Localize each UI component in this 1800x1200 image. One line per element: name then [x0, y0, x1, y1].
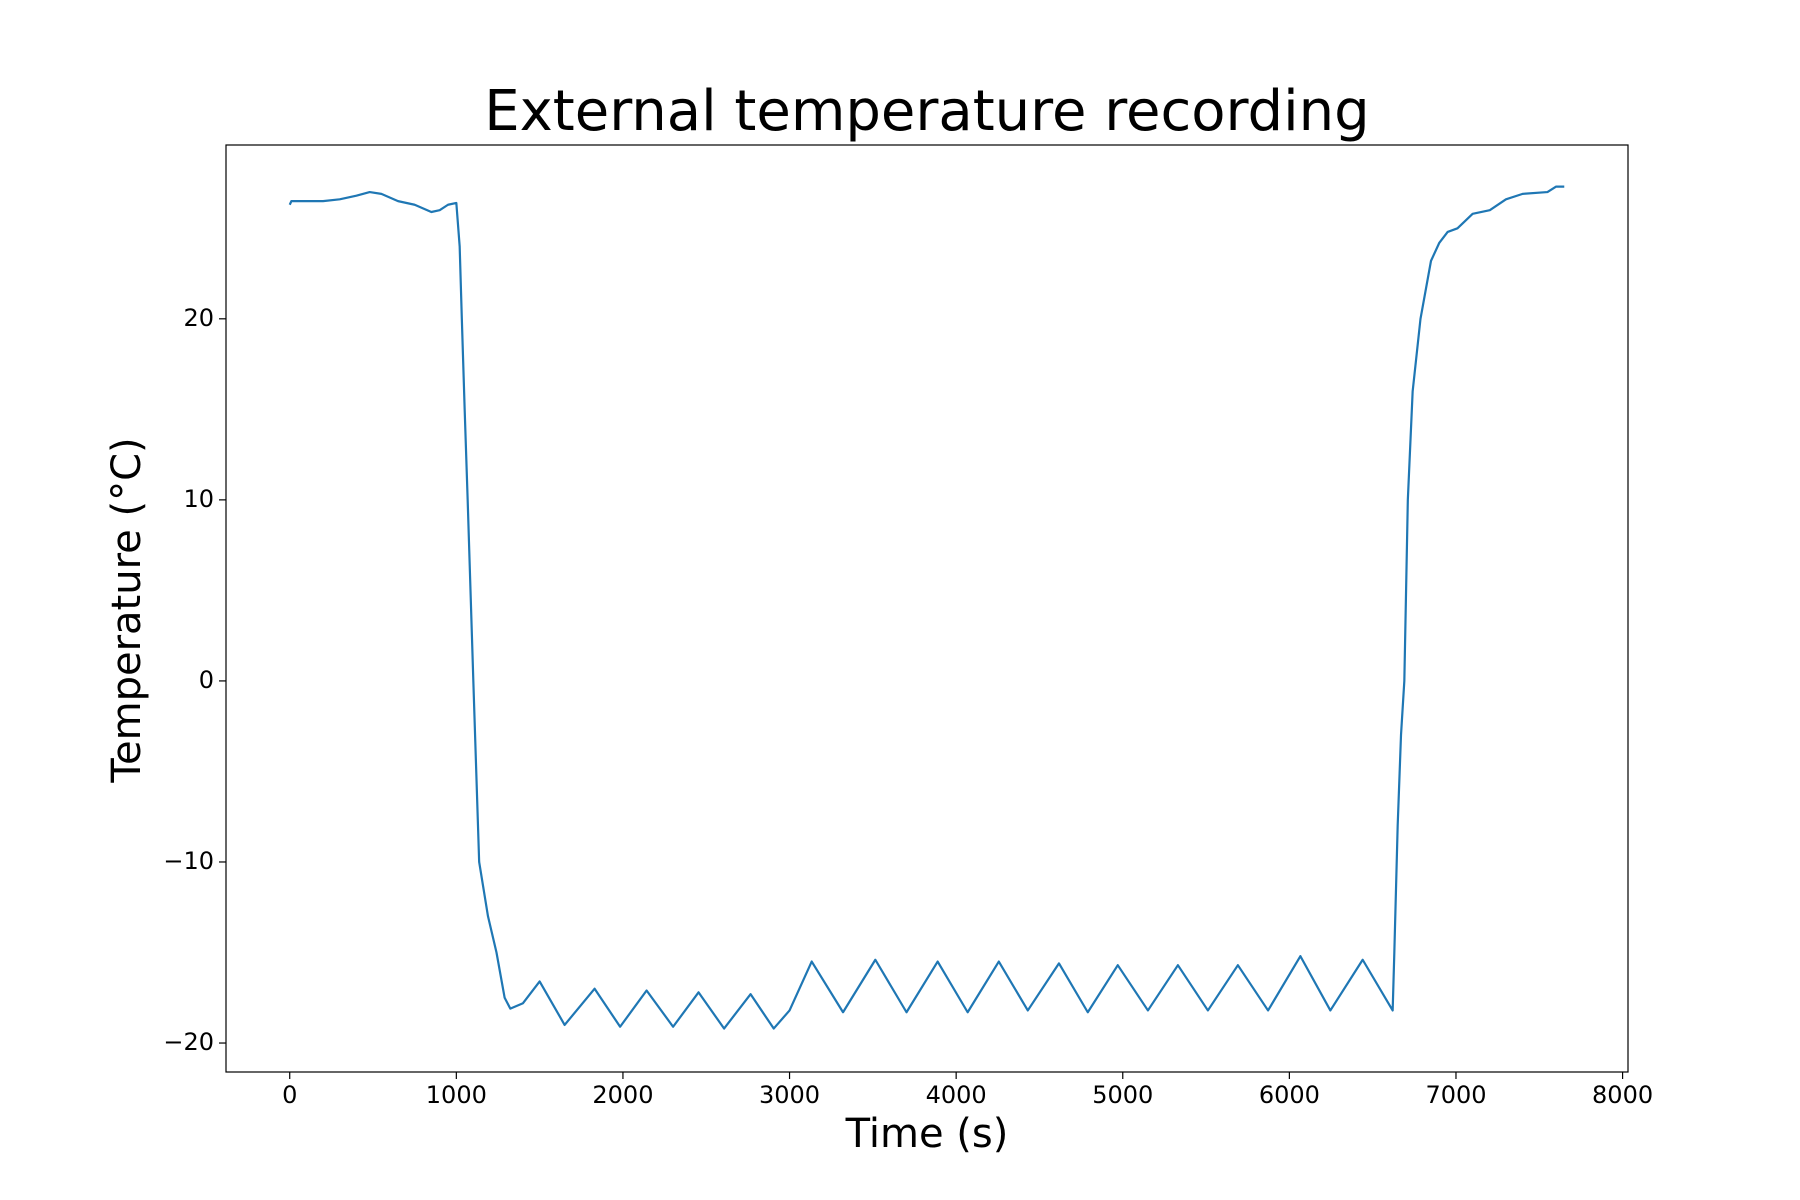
x-axis-label: Time (s) — [845, 1111, 1009, 1157]
y-tick-label: 0 — [199, 666, 214, 694]
x-tick-label: 3000 — [759, 1081, 820, 1109]
x-tick-label: 1000 — [426, 1081, 487, 1109]
y-axis-label: Temperature (°C) — [104, 437, 150, 783]
y-tick-label: 20 — [183, 304, 214, 332]
x-tick-label: 2000 — [592, 1081, 653, 1109]
x-tick-label: 5000 — [1092, 1081, 1153, 1109]
chart-title: External temperature recording — [484, 79, 1369, 144]
x-tick-label: 8000 — [1592, 1081, 1653, 1109]
data-line — [288, 185, 1565, 1030]
x-tick-label: 4000 — [926, 1081, 987, 1109]
y-tick-label: 10 — [183, 485, 214, 513]
y-tick-label: −10 — [163, 847, 214, 875]
x-tick-label: 7000 — [1425, 1081, 1486, 1109]
x-tick-label: 6000 — [1259, 1081, 1320, 1109]
plot-frame — [225, 144, 1629, 1073]
x-tick-label: 0 — [282, 1081, 297, 1109]
y-tick-label: −20 — [163, 1028, 214, 1056]
